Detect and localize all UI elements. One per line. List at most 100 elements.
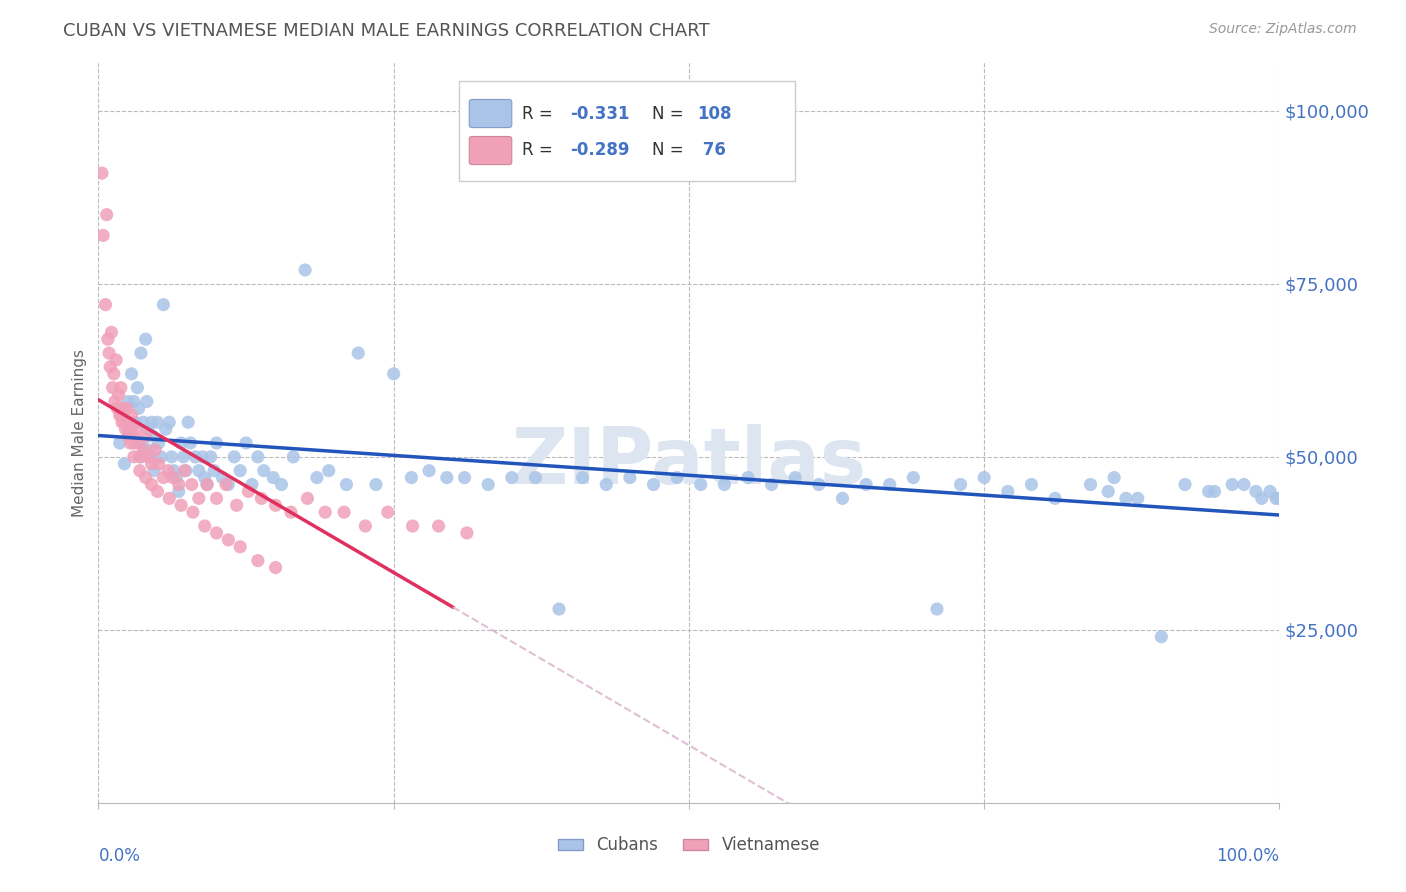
Point (713, 477, 735, 491)
Point (807, 477, 830, 491)
Point (163, 464, 186, 478)
Point (135, 332, 157, 346)
Point (128, 436, 150, 450)
Point (253, 464, 276, 478)
Point (1021, 477, 1043, 491)
Point (155, 422, 177, 436)
Point (333, 505, 356, 519)
Point (377, 505, 399, 519)
Point (91, 228, 114, 243)
Point (121, 429, 143, 443)
Point (117, 415, 139, 429)
Text: R =: R = (523, 141, 558, 159)
Point (150, 450, 173, 464)
Point (666, 470, 689, 484)
Point (160, 450, 183, 464)
Point (141, 477, 163, 491)
Point (139, 450, 162, 464)
Text: 76: 76 (697, 141, 725, 159)
Point (1258, 484, 1281, 499)
Point (1115, 491, 1137, 506)
Point (122, 450, 145, 464)
Point (831, 491, 853, 506)
Point (1250, 491, 1272, 506)
Point (128, 450, 150, 464)
Point (108, 436, 131, 450)
Point (136, 422, 159, 436)
Point (173, 464, 195, 478)
Point (128, 464, 150, 478)
Point (112, 401, 135, 416)
Point (235, 436, 257, 450)
Point (135, 394, 157, 409)
Point (157, 415, 180, 429)
Point (262, 470, 284, 484)
Point (97, 332, 120, 346)
Text: CUBAN VS VIETNAMESE MEDIAN MALE EARNINGS CORRELATION CHART: CUBAN VS VIETNAMESE MEDIAN MALE EARNINGS… (63, 22, 710, 40)
Point (501, 470, 523, 484)
Point (167, 484, 190, 499)
Point (903, 470, 925, 484)
Text: R =: R = (523, 104, 558, 122)
Point (548, 602, 571, 616)
Point (141, 415, 163, 429)
Point (737, 470, 759, 484)
Point (364, 477, 387, 491)
Point (382, 367, 405, 381)
Point (280, 505, 302, 519)
Point (170, 498, 193, 512)
Point (270, 477, 292, 491)
Point (427, 519, 450, 533)
Point (246, 450, 269, 464)
Point (217, 533, 239, 547)
Point (619, 470, 641, 484)
Point (104, 394, 127, 409)
Point (229, 464, 252, 478)
Point (157, 464, 180, 478)
Point (643, 477, 665, 491)
Point (148, 457, 170, 471)
Point (107, 387, 129, 401)
Point (238, 484, 260, 499)
Point (135, 429, 157, 443)
Point (973, 470, 995, 484)
Point (180, 436, 202, 450)
Point (118, 422, 141, 436)
Point (120, 436, 142, 450)
Point (115, 401, 138, 416)
Point (401, 519, 423, 533)
Point (571, 470, 593, 484)
Point (177, 415, 200, 429)
Point (1204, 484, 1226, 499)
Point (205, 525, 228, 540)
Point (129, 346, 152, 360)
Point (761, 477, 783, 491)
Point (143, 442, 166, 457)
Point (225, 498, 247, 512)
Point (181, 505, 204, 519)
Point (141, 457, 163, 471)
Point (136, 450, 159, 464)
Point (211, 470, 233, 484)
Point (170, 436, 193, 450)
Point (180, 477, 202, 491)
Point (121, 409, 143, 423)
Point (294, 263, 316, 277)
Point (1126, 491, 1149, 506)
Point (224, 450, 246, 464)
Text: 0.0%: 0.0% (98, 847, 141, 865)
Point (187, 491, 209, 506)
Legend: Cubans, Vietnamese: Cubans, Vietnamese (551, 830, 827, 861)
Text: Source: ZipAtlas.com: Source: ZipAtlas.com (1209, 22, 1357, 37)
Point (477, 477, 499, 491)
Point (318, 464, 340, 478)
Point (184, 450, 207, 464)
Point (264, 560, 287, 574)
Point (925, 602, 948, 616)
Point (1267, 491, 1289, 506)
Point (132, 442, 155, 457)
Point (142, 464, 165, 478)
Point (997, 484, 1019, 499)
Point (125, 422, 148, 436)
Point (194, 519, 217, 533)
